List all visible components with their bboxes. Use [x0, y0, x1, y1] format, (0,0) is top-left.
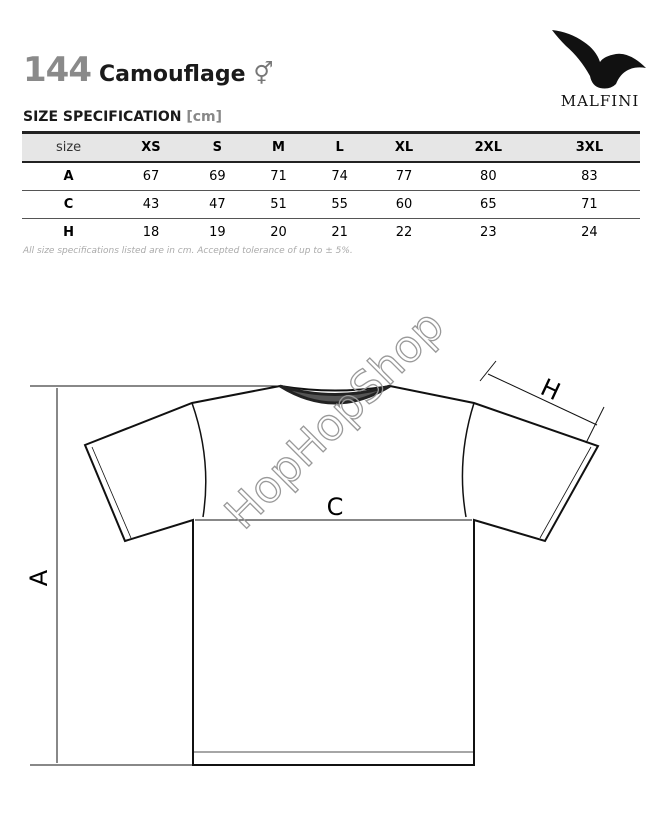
- dimension-lines: [30, 360, 605, 766]
- table-cell: 74: [331, 169, 348, 184]
- header-cell: size: [55, 140, 82, 155]
- table-cell: 83: [581, 169, 598, 184]
- tshirt-diagram: A C H HopHopShop: [25, 300, 605, 766]
- tolerance-note: All size specifications listed are in cm…: [23, 246, 353, 256]
- label-c: C: [327, 493, 344, 521]
- product-name: Camouflage: [98, 62, 246, 87]
- row-label: H: [63, 225, 75, 240]
- table-cell: 77: [395, 169, 413, 184]
- table-header: size XS S M L XL 2XL 3XL: [22, 132, 640, 162]
- table-row: A 67 69 71 74 77 80 83: [22, 162, 640, 191]
- table-cell: 43: [142, 197, 160, 212]
- table-cell: 71: [581, 197, 598, 212]
- table-cell: 60: [395, 197, 413, 212]
- table-cell: 24: [581, 225, 598, 240]
- header-cell: L: [335, 140, 344, 155]
- brand-name: MALFINI: [560, 92, 640, 110]
- table-cell: 69: [209, 169, 226, 184]
- header-cell: XL: [394, 140, 414, 155]
- section-title: SIZE SPECIFICATION [cm]: [23, 109, 222, 125]
- header-cell: 3XL: [575, 140, 604, 155]
- row-label: A: [63, 169, 74, 184]
- spec-title: SIZE SPECIFICATION: [23, 109, 182, 125]
- spec-unit: [cm]: [186, 109, 223, 125]
- header-cell: 2XL: [474, 140, 502, 155]
- header-cell: M: [272, 140, 285, 155]
- table-cell: 19: [209, 225, 226, 240]
- collar: [279, 384, 391, 405]
- table-cell: 67: [142, 169, 160, 184]
- table-cell: 55: [331, 197, 348, 212]
- product-number: 144: [23, 50, 92, 90]
- table-cell: 21: [331, 225, 348, 240]
- row-label: C: [63, 197, 74, 212]
- table-cell: 71: [270, 169, 287, 184]
- table-cell: 18: [142, 225, 160, 240]
- table-cell: 22: [395, 225, 413, 240]
- size-table: size XS S M L XL 2XL 3XL A 67 69 71 74 77 80 83…: [22, 131, 640, 246]
- table-cell: 80: [480, 169, 497, 184]
- table-row: H 18 19 20 21 22 23 24: [22, 219, 640, 247]
- header-cell: S: [212, 140, 223, 155]
- brand-logo: MALFINI: [545, 28, 655, 110]
- table-cell: 47: [209, 197, 226, 212]
- unisex-icon: ⚥: [253, 62, 274, 87]
- table-row: C 43 47 51 55 60 65 71: [22, 191, 640, 219]
- header-cell: XS: [141, 140, 161, 155]
- eagle-icon: [552, 30, 646, 89]
- label-h: H: [536, 373, 564, 406]
- label-a: A: [25, 569, 53, 586]
- table-cell: 65: [480, 197, 497, 212]
- table-cell: 20: [270, 225, 287, 240]
- table-cell: 23: [480, 225, 497, 240]
- table-cell: 51: [270, 197, 287, 212]
- product-title: 144 Camouflage ⚥: [23, 50, 273, 90]
